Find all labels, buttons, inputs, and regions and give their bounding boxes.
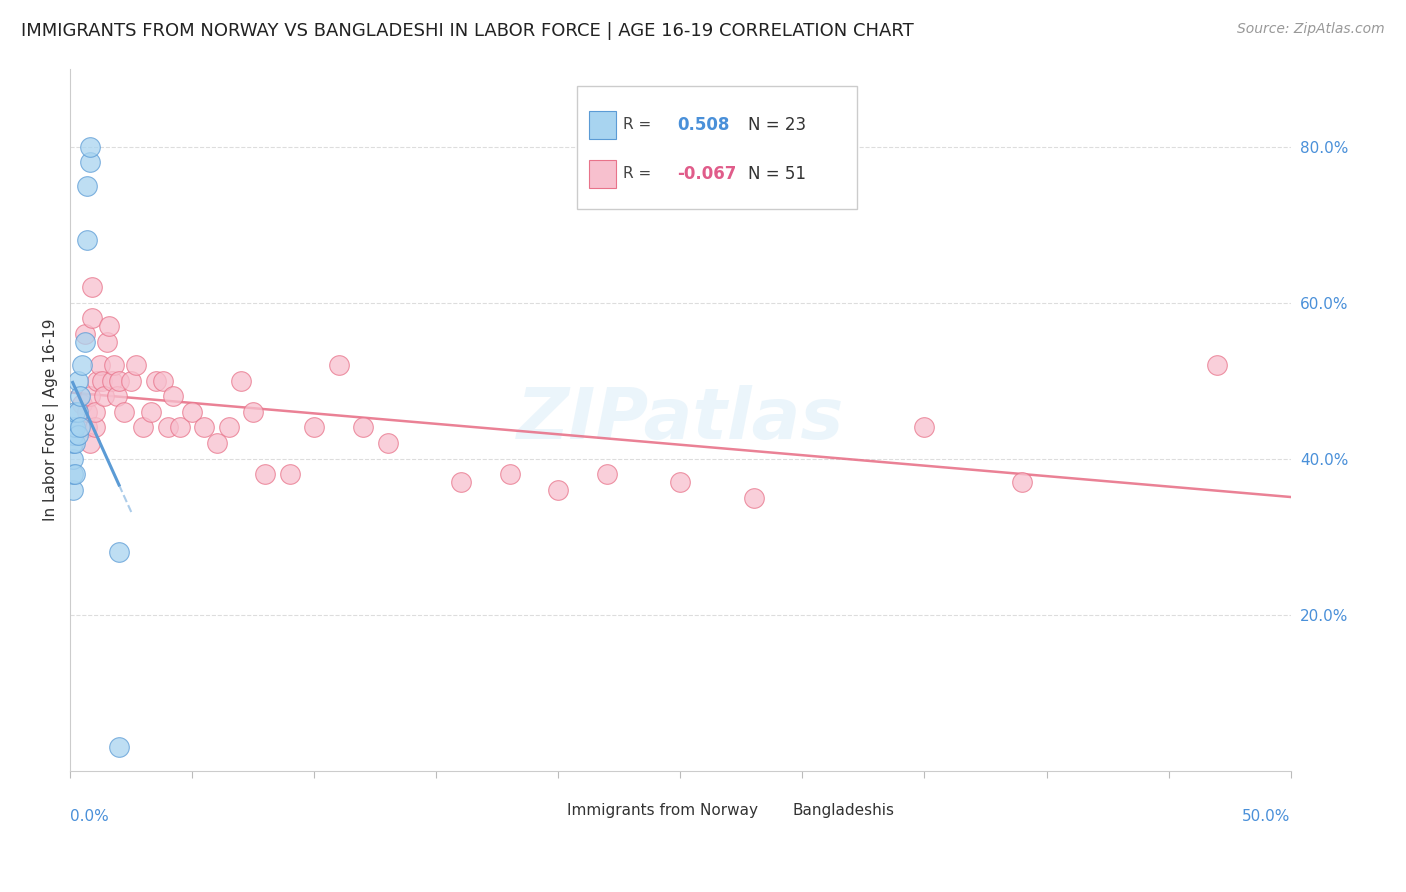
Point xyxy=(278,467,301,482)
Point xyxy=(145,374,167,388)
FancyBboxPatch shape xyxy=(534,801,561,822)
Text: 0.508: 0.508 xyxy=(676,116,730,134)
Point xyxy=(62,436,84,450)
Point xyxy=(100,374,122,388)
Point xyxy=(1011,475,1033,489)
Point xyxy=(156,420,179,434)
Point xyxy=(66,428,89,442)
Point xyxy=(82,280,104,294)
Point xyxy=(547,483,569,497)
Text: Immigrants from Norway: Immigrants from Norway xyxy=(567,803,758,818)
Point xyxy=(79,139,101,153)
Point xyxy=(66,374,89,388)
Point xyxy=(62,428,84,442)
Point xyxy=(62,451,84,466)
Point xyxy=(169,420,191,434)
Point xyxy=(596,467,619,482)
Point xyxy=(328,358,350,372)
Point xyxy=(108,545,131,559)
Point xyxy=(91,374,114,388)
Point xyxy=(66,405,89,419)
Text: 0.0%: 0.0% xyxy=(70,809,110,824)
Point xyxy=(62,420,84,434)
Point xyxy=(69,420,91,434)
Text: ZIPatlas: ZIPatlas xyxy=(517,385,844,454)
Point xyxy=(242,405,264,419)
Point xyxy=(63,405,86,419)
Point xyxy=(218,420,240,434)
Point xyxy=(205,436,228,450)
Point xyxy=(498,467,520,482)
Point xyxy=(96,334,118,349)
Point xyxy=(193,420,215,434)
Point xyxy=(98,318,121,333)
Point xyxy=(254,467,277,482)
Point xyxy=(120,374,142,388)
Point xyxy=(63,436,86,450)
FancyBboxPatch shape xyxy=(589,111,616,139)
Point xyxy=(83,405,105,419)
Point xyxy=(76,178,98,193)
Text: N = 51: N = 51 xyxy=(748,165,806,183)
Text: Source: ZipAtlas.com: Source: ZipAtlas.com xyxy=(1237,22,1385,37)
Point xyxy=(105,389,128,403)
Point xyxy=(112,405,135,419)
Text: 50.0%: 50.0% xyxy=(1243,809,1291,824)
Point xyxy=(73,334,96,349)
Point xyxy=(181,405,204,419)
Point xyxy=(352,420,374,434)
Point xyxy=(304,420,326,434)
Text: N = 23: N = 23 xyxy=(748,116,806,134)
Point xyxy=(1206,358,1229,372)
Point xyxy=(79,389,101,403)
Point xyxy=(86,374,108,388)
Point xyxy=(63,420,86,434)
Text: R =: R = xyxy=(623,117,657,132)
Point xyxy=(450,475,472,489)
Point xyxy=(69,389,91,403)
Point xyxy=(152,374,174,388)
Point xyxy=(72,358,94,372)
Text: IMMIGRANTS FROM NORWAY VS BANGLADESHI IN LABOR FORCE | AGE 16-19 CORRELATION CHA: IMMIGRANTS FROM NORWAY VS BANGLADESHI IN… xyxy=(21,22,914,40)
Text: Bangladeshis: Bangladeshis xyxy=(793,803,894,818)
Point xyxy=(742,491,765,505)
Point xyxy=(132,420,155,434)
Point xyxy=(93,389,115,403)
Point xyxy=(914,420,936,434)
FancyBboxPatch shape xyxy=(589,160,616,188)
Point xyxy=(83,420,105,434)
Point xyxy=(79,436,101,450)
Point xyxy=(162,389,184,403)
FancyBboxPatch shape xyxy=(759,801,786,822)
Point xyxy=(125,358,148,372)
Point xyxy=(76,233,98,247)
Point xyxy=(108,374,131,388)
Point xyxy=(139,405,162,419)
Point xyxy=(62,483,84,497)
Point xyxy=(72,397,94,411)
Point xyxy=(89,358,111,372)
Text: R =: R = xyxy=(623,166,657,181)
FancyBboxPatch shape xyxy=(576,86,858,209)
Point xyxy=(669,475,692,489)
Point xyxy=(62,467,84,482)
Text: -0.067: -0.067 xyxy=(676,165,737,183)
Point xyxy=(82,311,104,326)
Point xyxy=(377,436,399,450)
Point xyxy=(76,405,98,419)
Point xyxy=(76,420,98,434)
Point xyxy=(229,374,252,388)
Point xyxy=(63,467,86,482)
Y-axis label: In Labor Force | Age 16-19: In Labor Force | Age 16-19 xyxy=(44,318,59,521)
Point xyxy=(79,155,101,169)
Point xyxy=(108,740,131,755)
Point xyxy=(73,326,96,341)
Point xyxy=(103,358,125,372)
